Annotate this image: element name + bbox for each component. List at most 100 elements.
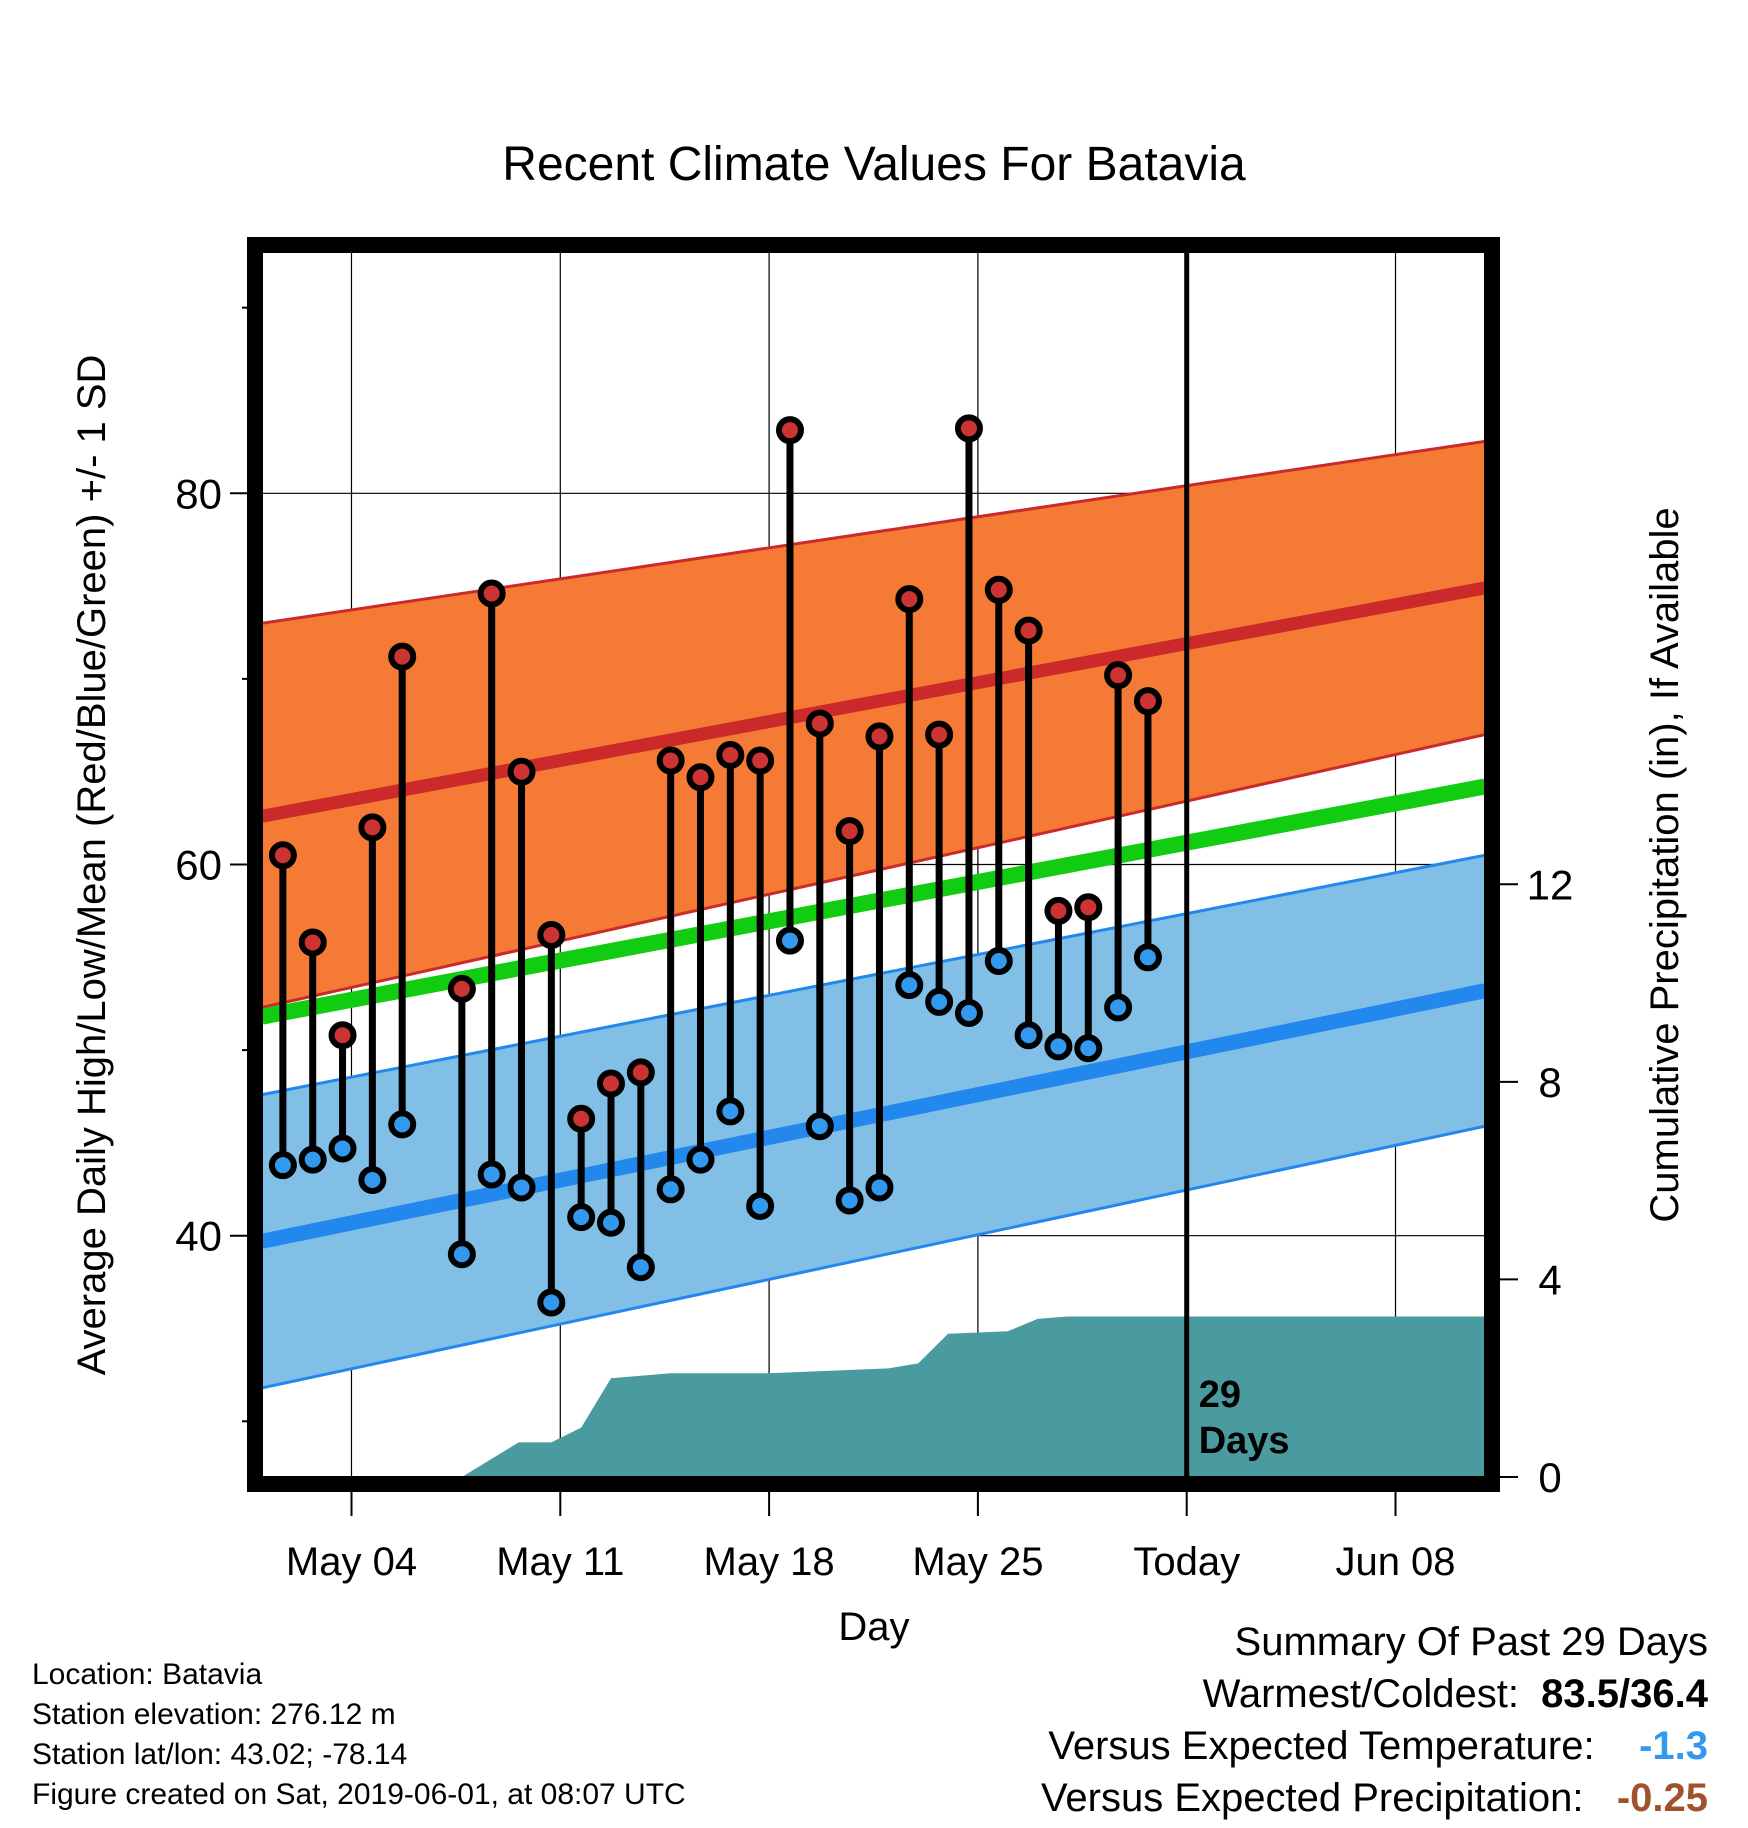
summary-heading: Summary Of Past 29 Days bbox=[1234, 1620, 1708, 1664]
daily-low-point bbox=[1074, 1034, 1103, 1063]
left-axis-tick-label: 40 bbox=[175, 1213, 222, 1260]
daily-markers bbox=[268, 414, 1162, 1317]
today-label-unit: Days bbox=[1199, 1420, 1290, 1462]
daily-low-point bbox=[1133, 943, 1162, 972]
daily-low-point bbox=[954, 998, 983, 1027]
daily-high-point bbox=[477, 579, 506, 608]
daily-high-point bbox=[1104, 661, 1133, 690]
daily-high-point bbox=[835, 817, 864, 846]
daily-low-point bbox=[388, 1110, 417, 1139]
daily-low-point bbox=[984, 947, 1013, 976]
daily-high-point bbox=[656, 746, 685, 775]
x-axis-tick-label: Jun 08 bbox=[1335, 1540, 1455, 1584]
daily-high-point bbox=[1044, 896, 1073, 925]
summary-precipitation-value: -0.25 bbox=[1616, 1776, 1708, 1820]
daily-range-stems bbox=[279, 428, 1152, 1303]
right-axis-tick-label: 0 bbox=[1538, 1454, 1561, 1501]
daily-high-point bbox=[775, 416, 804, 445]
normal-low-line bbox=[262, 983, 1485, 1249]
daily-low-point bbox=[328, 1134, 357, 1163]
footer-latlon: Station lat/lon: 43.02; -78.14 bbox=[32, 1738, 408, 1771]
daily-low-point bbox=[567, 1203, 596, 1232]
summary-precipitation-label: Versus Expected Precipitation: bbox=[1040, 1776, 1584, 1820]
daily-low-point bbox=[1044, 1032, 1073, 1061]
daily-low-point bbox=[447, 1240, 476, 1269]
daily-high-point bbox=[925, 720, 954, 749]
x-axis-tick-label: May 04 bbox=[286, 1540, 417, 1584]
y-axis-label-right: Cumulative Precipitation (in), If Availa… bbox=[1643, 507, 1687, 1222]
x-axis-tick-label: May 11 bbox=[496, 1540, 624, 1584]
x-axis-tick-label: May 25 bbox=[912, 1540, 1043, 1584]
daily-high-point bbox=[626, 1058, 655, 1087]
daily-low-point bbox=[626, 1253, 655, 1282]
summary-precipitation: Versus Expected Precipitation: -0.25 bbox=[1041, 1776, 1708, 1821]
precipitation-layer bbox=[262, 1316, 1485, 1477]
high-plus-sd-line bbox=[262, 439, 1485, 625]
normal-high-line bbox=[262, 581, 1485, 823]
precipitation-area bbox=[262, 1316, 1485, 1477]
daily-high-point bbox=[1074, 893, 1103, 922]
daily-high-point bbox=[447, 974, 476, 1003]
right-axis-tick-label: 4 bbox=[1538, 1256, 1561, 1303]
x-axis-tick-label: May 18 bbox=[704, 1540, 835, 1584]
left-axis-tick-label: 80 bbox=[175, 470, 222, 517]
daily-low-point bbox=[477, 1160, 506, 1189]
right-axis-tick-label: 12 bbox=[1527, 861, 1574, 908]
daily-high-point bbox=[268, 841, 297, 870]
daily-low-point bbox=[925, 987, 954, 1016]
x-axis: May 04 May 11 May 18 May 25 Today Jun 08 bbox=[286, 1492, 1456, 1584]
daily-low-point bbox=[507, 1173, 536, 1202]
left-axis: 40 60 80 bbox=[175, 306, 255, 1423]
daily-high-point bbox=[388, 642, 417, 671]
daily-high-point bbox=[746, 746, 775, 775]
daily-low-point bbox=[1014, 1021, 1043, 1050]
daily-low-point bbox=[597, 1208, 626, 1237]
daily-low-point bbox=[805, 1112, 834, 1141]
right-axis-tick-label: 8 bbox=[1538, 1059, 1561, 1106]
daily-low-point bbox=[716, 1097, 745, 1126]
y-axis-label-left: Average Daily High/Low/Mean (Red/Blue/Gr… bbox=[70, 355, 114, 1376]
daily-low-point bbox=[746, 1192, 775, 1221]
daily-high-point bbox=[716, 740, 745, 769]
plot-area: 29 Days bbox=[262, 252, 1485, 1477]
daily-high-point bbox=[1014, 616, 1043, 645]
summary-warm-cold-label: Warmest/Coldest: bbox=[1202, 1672, 1519, 1716]
low-plus-sd-line bbox=[262, 853, 1485, 1097]
chart-title: Recent Climate Values For Batavia bbox=[502, 138, 1246, 191]
right-axis: 0 4 8 12 bbox=[1492, 861, 1573, 1501]
summary-temperature-label: Versus Expected Temperature: bbox=[1048, 1724, 1595, 1768]
footer-elevation: Station elevation: 276.12 m bbox=[32, 1698, 396, 1731]
daily-low-point bbox=[686, 1145, 715, 1174]
left-axis-tick-label: 60 bbox=[175, 842, 222, 889]
daily-high-point bbox=[597, 1069, 626, 1098]
x-axis-tick-label: Today bbox=[1133, 1540, 1240, 1584]
footer-info: Location: Batavia Station elevation: 276… bbox=[32, 1655, 686, 1815]
daily-low-point bbox=[298, 1145, 327, 1174]
summary-warm-cold-value: 83.5/36.4 bbox=[1541, 1672, 1708, 1716]
daily-high-point bbox=[954, 414, 983, 443]
daily-low-point bbox=[537, 1288, 566, 1317]
daily-low-point bbox=[268, 1151, 297, 1180]
daily-high-point bbox=[805, 709, 834, 738]
summary-temperature-value: -1.3 bbox=[1639, 1724, 1708, 1768]
high-minus-sd-line bbox=[262, 733, 1485, 1009]
daily-high-point bbox=[328, 1021, 357, 1050]
daily-high-point bbox=[567, 1104, 596, 1133]
daily-high-point bbox=[686, 763, 715, 792]
daily-low-point bbox=[775, 926, 804, 955]
daily-low-point bbox=[358, 1166, 387, 1195]
daily-high-point bbox=[298, 928, 327, 957]
daily-high-point bbox=[865, 722, 894, 751]
daily-high-point bbox=[507, 757, 536, 786]
daily-high-point bbox=[984, 575, 1013, 604]
summary-warm-cold: Warmest/Coldest: 83.5/36.4 bbox=[1203, 1672, 1708, 1717]
footer-location: Location: Batavia bbox=[32, 1658, 263, 1691]
low-minus-sd-line bbox=[262, 1124, 1485, 1390]
daily-high-point bbox=[895, 585, 924, 614]
daily-high-point bbox=[1133, 687, 1162, 716]
daily-low-point bbox=[1104, 993, 1133, 1022]
summary-temperature: Versus Expected Temperature: -1.3 bbox=[1048, 1724, 1708, 1769]
daily-low-point bbox=[865, 1173, 894, 1202]
footer-created: Figure created on Sat, 2019-06-01, at 08… bbox=[32, 1778, 686, 1811]
